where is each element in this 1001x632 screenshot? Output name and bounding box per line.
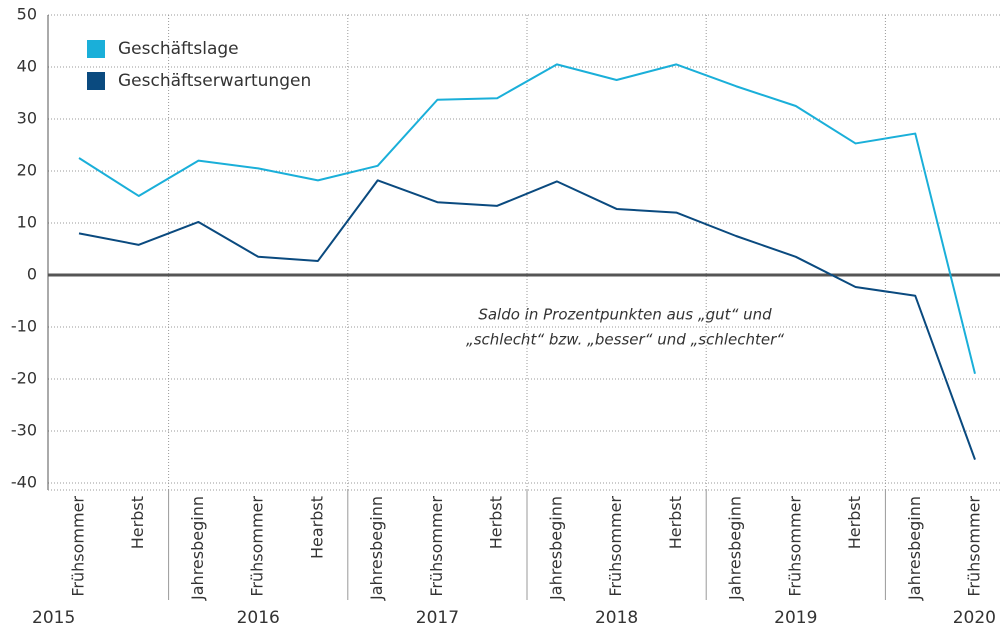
year-label: 2019 <box>774 608 817 628</box>
x-tick-label: Jahresbeginn <box>726 496 745 601</box>
x-tick-label: Jahresbeginn <box>367 496 386 601</box>
x-tick-label: Herbst <box>845 496 864 549</box>
legend-swatch <box>87 40 105 58</box>
y-tick-label: -10 <box>11 317 37 336</box>
x-tick-label: Frühsommer <box>785 496 804 597</box>
y-tick-label: 20 <box>17 161 37 180</box>
year-label: 2017 <box>416 608 459 628</box>
y-tick-label: 10 <box>17 213 37 232</box>
x-tick-label: Frühsommer <box>248 496 267 597</box>
y-tick-label: 0 <box>27 265 37 284</box>
series-line <box>78 63 976 375</box>
legend-label: Geschäftslage <box>118 39 239 59</box>
year-label: 2018 <box>595 608 638 628</box>
y-tick-label: 30 <box>17 109 37 128</box>
y-tick-label: -20 <box>11 369 37 388</box>
legend-swatch <box>87 72 105 90</box>
x-tick-label: Herbst <box>487 496 506 549</box>
y-tick-label: 40 <box>17 57 37 76</box>
x-tick-label: Jahresbeginn <box>188 496 207 601</box>
legend-label: Geschäftserwartungen <box>118 71 311 91</box>
x-tick-label: Hearbst <box>307 496 326 559</box>
x-tick-label: Jahresbeginn <box>546 496 565 601</box>
year-label: 2015 <box>32 608 75 628</box>
x-tick-label: Jahresbeginn <box>905 496 924 601</box>
x-tick-label: Herbst <box>666 496 685 549</box>
y-tick-label: -30 <box>11 421 37 440</box>
y-tick-label: -40 <box>11 473 37 492</box>
x-tick-label: Frühsommer <box>606 496 625 597</box>
year-label: 2020 <box>953 608 996 628</box>
series-line <box>78 179 976 460</box>
x-tick-label: Frühsommer <box>69 496 88 597</box>
x-tick-label: Frühsommer <box>427 496 446 597</box>
annotation: „schlecht“ bzw. „besser“ und „schlechter… <box>466 331 784 349</box>
x-tick-label: Frühsommer <box>965 496 984 597</box>
year-label: 2016 <box>237 608 280 628</box>
y-tick-label: 50 <box>17 5 37 24</box>
annotation: Saldo in Prozentpunkten aus „gut“ und <box>478 306 772 324</box>
x-tick-label: Herbst <box>128 496 147 549</box>
